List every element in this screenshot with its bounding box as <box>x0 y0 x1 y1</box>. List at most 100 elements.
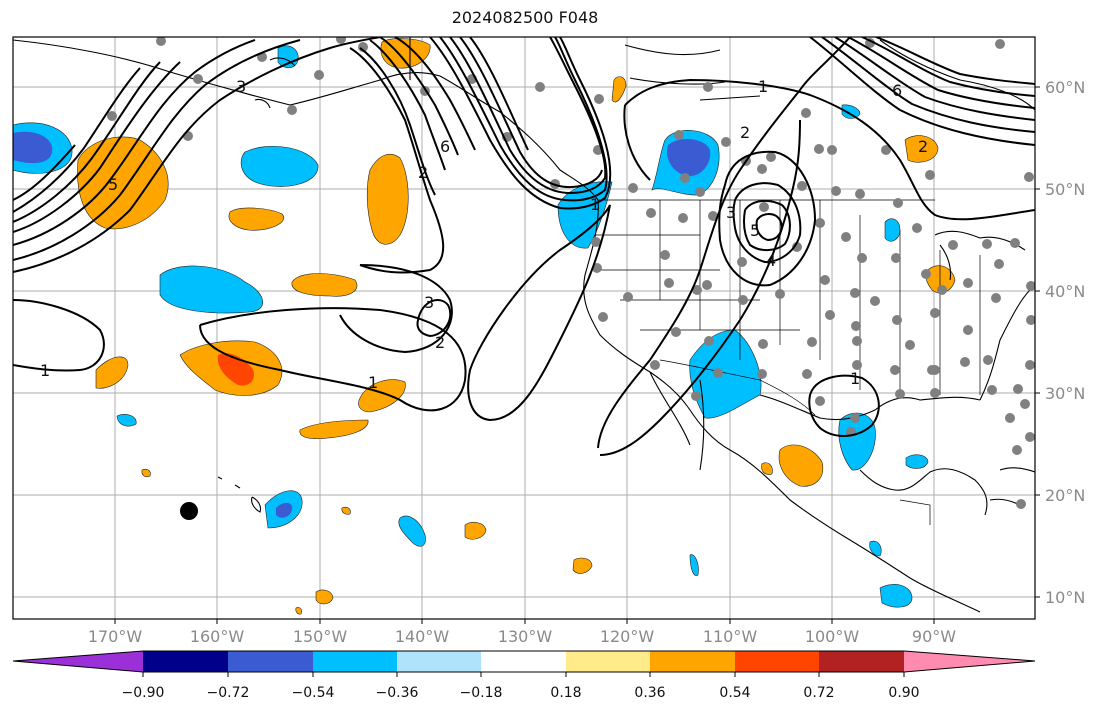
positive-anomaly-patch <box>904 135 939 163</box>
colorbar: −0.90 −0.72 −0.54 −0.36 −0.18 0.18 0.36 … <box>12 650 1036 701</box>
contour-1 <box>597 37 851 449</box>
contour-label: 5 <box>108 175 118 194</box>
colorbar-extend-high <box>904 651 1035 672</box>
positive-anomaly-patch <box>95 356 129 389</box>
positive-anomaly-patch <box>341 506 351 515</box>
contour-6 <box>394 37 476 151</box>
negative-anomaly-patch <box>841 104 861 119</box>
colorbar-segment <box>481 651 566 672</box>
negative-anomaly-patch <box>879 584 913 608</box>
contour-1 <box>199 307 467 412</box>
axis-tick-marks <box>114 86 1040 624</box>
map-title: 2024082500 F048 <box>451 8 599 27</box>
colorbar-segment <box>819 651 904 672</box>
latitude-tick-label: 50°N <box>1045 180 1085 199</box>
colorbar-tick-label: −0.36 <box>376 685 419 701</box>
positive-anomaly-patch <box>358 379 406 413</box>
longitude-tick-label: 150°W <box>293 627 348 646</box>
colorbar-segment <box>566 651 650 672</box>
contour-label: 5 <box>750 221 760 240</box>
latitude-tick-label: 30°N <box>1045 384 1085 403</box>
contour-2 <box>599 119 801 456</box>
contour-2 <box>467 204 611 422</box>
contour-label: 4 <box>766 251 776 270</box>
contour-4 <box>743 199 791 252</box>
contour-lines <box>13 37 1035 456</box>
colorbar-tick-label: 0.54 <box>719 685 750 701</box>
strong-negative-anomaly-patch <box>666 138 711 177</box>
latitude-labels: 10°N 20°N 30°N 40°N 50°N 60°N <box>1045 78 1085 607</box>
colorbar-segment <box>313 651 397 672</box>
contour-1 <box>808 374 880 437</box>
strong-negative-anomaly-patch <box>13 131 53 164</box>
positive-anomaly-patch <box>464 521 487 540</box>
colorbar-tick-label: 0.90 <box>888 685 919 701</box>
latitude-tick-label: 10°N <box>1045 588 1085 607</box>
colorbar-tick-label: 0.72 <box>803 685 834 701</box>
longitude-tick-label: 170°W <box>88 627 143 646</box>
negative-anomaly-patch <box>116 414 137 427</box>
contour-5 <box>13 61 161 223</box>
contour-label: 3 <box>424 293 434 312</box>
colorbar-segment <box>143 651 228 672</box>
negative-anomaly-patch <box>869 540 882 557</box>
colorbar-tick-label: −0.72 <box>207 685 250 701</box>
positive-anomaly-patch <box>761 462 773 475</box>
negative-anomaly-patch <box>838 412 876 471</box>
longitude-tick-label: 160°W <box>190 627 245 646</box>
positive-anomaly-patch <box>611 76 627 103</box>
colorbar-tick-label: −0.54 <box>292 685 335 701</box>
negative-anomaly-patch <box>689 554 699 576</box>
colorbar-tick-label: −0.18 <box>460 685 503 701</box>
latitude-tick-label: 20°N <box>1045 486 1085 505</box>
contour-label: 1 <box>368 373 378 392</box>
positive-anomaly-patch <box>572 557 593 574</box>
longitude-tick-label: 100°W <box>805 627 860 646</box>
negative-anomaly-patch <box>884 218 901 242</box>
contour-3 <box>732 182 802 264</box>
longitude-tick-label: 120°W <box>600 627 655 646</box>
positive-anomaly-patch <box>315 589 334 605</box>
contour-label: 3 <box>726 203 736 222</box>
colorbar-extend-low <box>13 651 143 672</box>
longitude-tick-label: 140°W <box>395 627 450 646</box>
colorbar-tick-label: 0.18 <box>550 685 581 701</box>
longitude-labels: 170°W 160°W 150°W 140°W 130°W 120°W 110°… <box>88 627 956 646</box>
positive-anomaly-patch <box>380 38 431 69</box>
contour-1 <box>13 299 105 372</box>
negative-anomaly-patch <box>905 454 929 469</box>
longitude-tick-label: 90°W <box>912 627 956 646</box>
positive-anomaly-patch <box>299 419 369 440</box>
contour-4 <box>369 39 446 171</box>
negative-anomaly-patch <box>159 265 263 314</box>
contour-6 <box>13 67 141 213</box>
positive-anomaly-patch <box>366 154 409 245</box>
contour-4 <box>13 61 181 233</box>
contour-labels: 1 1 1 1 1 2 2 2 2 3 3 3 4 5 5 6 6 <box>40 77 928 392</box>
colorbar-tick-label: 0.36 <box>634 685 665 701</box>
contour-5 <box>755 213 783 242</box>
contour-label: 1 <box>850 369 860 388</box>
negative-anomaly-patch <box>240 146 319 187</box>
political-borders <box>595 199 981 525</box>
contour-label: 2 <box>740 123 750 142</box>
contour-3 <box>13 39 256 246</box>
map-area: 1 1 1 1 1 2 2 2 2 3 3 3 4 5 5 6 6 <box>12 36 1036 620</box>
map-frame <box>12 36 1036 620</box>
contour-3 <box>416 299 452 338</box>
contour-label: 2 <box>918 137 928 156</box>
anomaly-shading <box>13 38 956 615</box>
latitude-tick-label: 60°N <box>1045 78 1085 97</box>
negative-anomaly-patch <box>277 45 299 69</box>
contour-2 <box>339 264 453 354</box>
colorbar-tick-label: −0.90 <box>122 685 165 701</box>
contour-label: 1 <box>758 77 768 96</box>
contour-2 <box>13 39 301 261</box>
colorbar-segment <box>397 651 481 672</box>
marker-dot <box>180 502 198 520</box>
positive-anomaly-patch <box>141 468 151 478</box>
latitude-tick-label: 40°N <box>1045 282 1085 301</box>
positive-anomaly-patch <box>291 273 358 297</box>
longitude-tick-label: 130°W <box>498 627 553 646</box>
contour-label: 2 <box>418 163 428 182</box>
